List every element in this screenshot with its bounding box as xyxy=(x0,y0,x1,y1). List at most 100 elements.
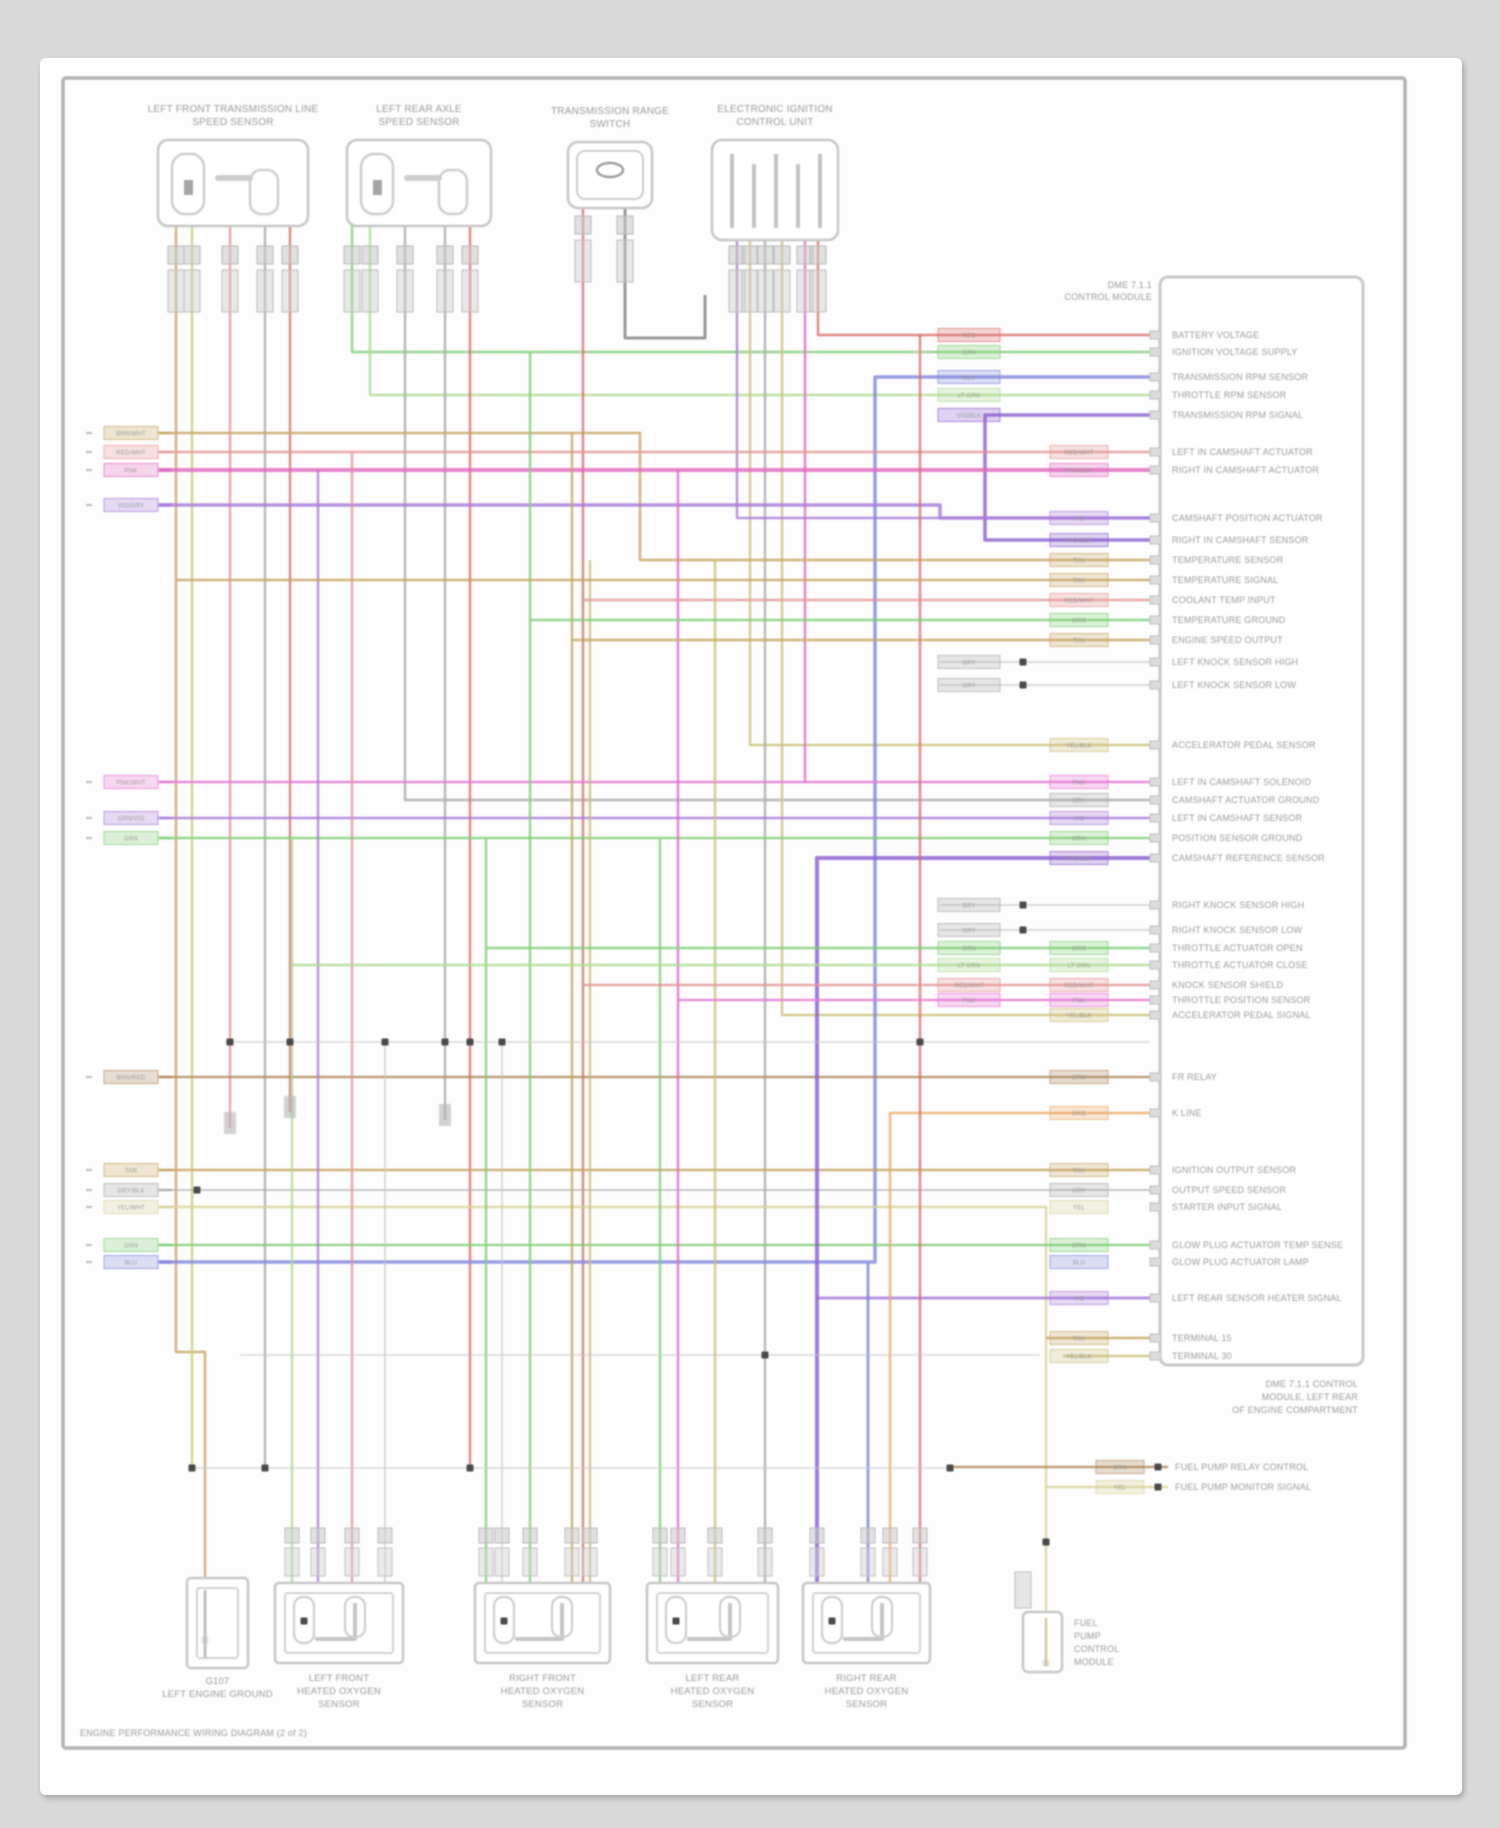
pin-function-label: STARTER INPUT SIGNAL xyxy=(1172,1202,1282,1212)
wire-color-label xyxy=(1049,1183,1109,1197)
inline-connector xyxy=(343,245,361,265)
pin-function-label: IGNITION OUTPUT SENSOR xyxy=(1172,1165,1297,1175)
module-pin xyxy=(1149,635,1162,645)
inline-connector xyxy=(741,269,759,313)
wire-code-text: TAN xyxy=(1073,1169,1085,1175)
inline-connector xyxy=(912,1547,928,1577)
junction-dot xyxy=(828,1617,836,1625)
pin-shape xyxy=(343,1595,367,1639)
inline-connector xyxy=(167,269,185,313)
connector-box xyxy=(156,138,310,228)
connector-title: SWITCH xyxy=(590,119,631,130)
connector-title: HEATED OXYGEN xyxy=(501,1686,585,1697)
wire-color-label xyxy=(1049,1200,1109,1214)
pin-shape xyxy=(492,1595,516,1645)
fuel-pump-label: CONTROL xyxy=(1074,1644,1119,1654)
wire-code-text: LT GRN xyxy=(958,964,981,970)
module-pin xyxy=(1149,1108,1162,1118)
junction-dot xyxy=(916,1038,924,1046)
wire-end-cap xyxy=(224,1112,236,1134)
pin-arm xyxy=(687,1603,732,1641)
wire-code-text: PNK/WHT xyxy=(116,781,145,787)
junction-dot xyxy=(1019,901,1027,909)
wire-color-label xyxy=(1049,1331,1109,1345)
connector-title: RIGHT FRONT xyxy=(509,1673,576,1684)
pin-function-label: TEMPERATURE SIGNAL xyxy=(1172,575,1278,585)
wire-color-label xyxy=(1049,851,1109,865)
pin-shape xyxy=(576,150,644,200)
wire-code-text: YEL xyxy=(1114,1486,1126,1492)
wire-code-text: LT GRN xyxy=(1068,964,1091,970)
wire xyxy=(368,226,1150,397)
wire-code-text: PNK xyxy=(963,999,976,1005)
pin-function-label: POSITION SENSOR GROUND xyxy=(1172,833,1303,843)
wire-code-text: GRN xyxy=(1072,1244,1086,1250)
ground-label: G107 xyxy=(205,1676,229,1687)
module-label-bottom: DME 7.1.1 CONTROL xyxy=(1266,1379,1358,1389)
pin-function-label: TEMPERATURE SENSOR xyxy=(1172,555,1284,565)
connector-title: SPEED SENSOR xyxy=(192,117,273,128)
module-pin xyxy=(1149,853,1162,863)
connector-box-inner xyxy=(284,1592,394,1654)
inline-connector xyxy=(707,1547,723,1577)
wire-color-label xyxy=(1049,831,1109,845)
wire xyxy=(888,1111,1150,1582)
module-pin xyxy=(1149,1293,1162,1303)
wire-code-text: VIO xyxy=(1074,817,1085,823)
inline-connector xyxy=(756,245,774,265)
pin-function-label: GLOW PLUG ACTUATOR TEMP SENSE xyxy=(1172,1240,1343,1250)
wire-code-text: BRN/WHT xyxy=(116,432,146,438)
pin-function-label: ENGINE SPEED OUTPUT xyxy=(1172,635,1283,645)
wire-code-text: BRN/RED xyxy=(117,1076,146,1082)
wire-color-label xyxy=(1049,573,1109,587)
module-pin xyxy=(1149,813,1162,823)
ground-label: LEFT ENGINE GROUND xyxy=(162,1689,273,1700)
module-pin xyxy=(1149,595,1162,605)
wire-code-text: GRN xyxy=(1072,947,1086,953)
wire-color-label xyxy=(1049,1008,1109,1022)
wire-code-text: VIO/BLK xyxy=(1067,539,1092,545)
wire-color-label xyxy=(937,370,1001,384)
wire-code-text: GRN/VIO xyxy=(118,817,145,823)
inline-connector xyxy=(757,1527,773,1544)
inline-connector xyxy=(882,1527,898,1544)
pin-function-label: GLOW PLUG ACTUATOR LAMP xyxy=(1172,1257,1309,1267)
inline-connector xyxy=(344,1547,360,1577)
wire-color-label xyxy=(937,958,1001,972)
wire-code-text: YEL/BLK xyxy=(1066,1014,1092,1020)
wire-color-label xyxy=(1049,775,1109,789)
wire-color-label xyxy=(937,923,1001,937)
junction-dot xyxy=(500,1617,508,1625)
wire-color-label xyxy=(1049,1291,1109,1305)
module-pin xyxy=(1149,1185,1162,1195)
connector-title: TRANSMISSION RANGE xyxy=(551,106,669,117)
wire-color-label xyxy=(937,345,1001,359)
junction-dot xyxy=(381,1038,389,1046)
pin-function-label: TEMPERATURE GROUND xyxy=(1172,615,1286,625)
wire-code-text: GRN xyxy=(124,1244,138,1250)
connector-title: SPEED SENSOR xyxy=(378,117,459,128)
wire xyxy=(748,240,1150,747)
wire-code-text: GRN xyxy=(1072,619,1086,625)
junction-dot xyxy=(188,1464,196,1472)
fuel-pump-connector-box xyxy=(1021,1610,1064,1674)
inline-connector xyxy=(809,245,827,265)
wire-code-text: PNK xyxy=(125,469,138,475)
module-pin xyxy=(1149,777,1162,787)
wire-code-text: BLU xyxy=(963,376,975,382)
wire-code-text: GRY xyxy=(962,661,976,667)
wire-code-text: BLU xyxy=(125,1261,137,1267)
wire xyxy=(174,226,207,1578)
pin-shape xyxy=(820,1595,844,1645)
module-pin xyxy=(1149,657,1162,667)
wire-code-text: YEL/BLK xyxy=(1066,1355,1092,1361)
wire-color-label xyxy=(1049,613,1109,627)
connector-title: SENSOR xyxy=(522,1699,563,1710)
inline-connector xyxy=(912,1527,928,1544)
pin-shape xyxy=(248,168,280,216)
junction-dot xyxy=(1019,658,1027,666)
pin-shape xyxy=(359,152,395,216)
inline-connector xyxy=(652,1547,668,1577)
inline-connector xyxy=(616,215,634,235)
